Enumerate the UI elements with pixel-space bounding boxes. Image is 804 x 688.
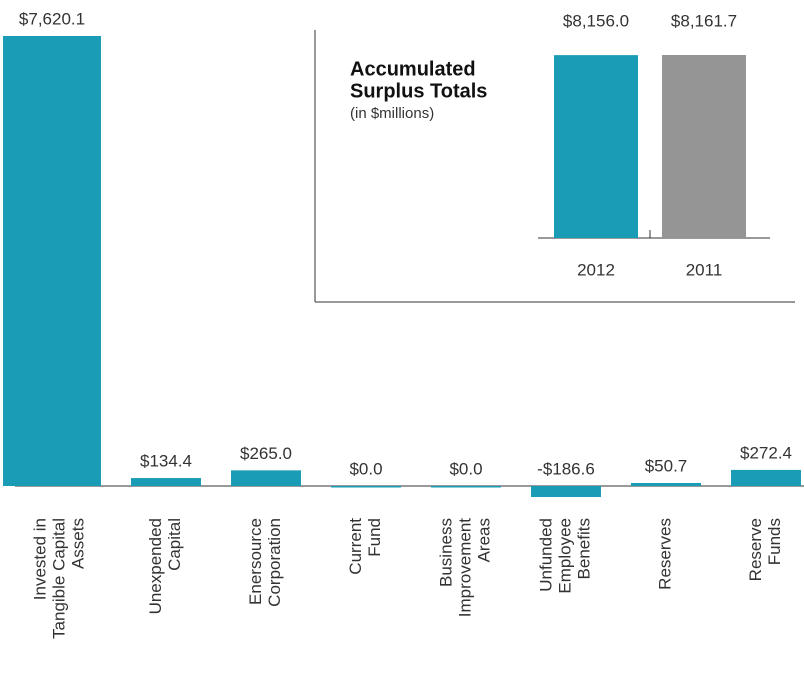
x-tick-label: Business [436,518,455,587]
x-tick-label: Benefits [574,518,593,579]
x-tick-label: Unexpended [146,518,165,614]
inset-title: Accumulated [350,58,476,80]
x-tick-label: Unfunded [536,518,555,592]
value-label: $272.4 [740,443,792,462]
bar [3,36,101,486]
bar [554,55,638,238]
bar [131,478,201,486]
value-label: $134.4 [140,452,192,471]
value-label: $265.0 [240,444,292,463]
x-tick-label: Areas [474,518,493,562]
x-tick-label: Employee [555,518,574,594]
x-tick-label: Invested in [30,518,49,600]
value-label: $8,156.0 [563,11,629,30]
bar [431,486,501,488]
bar [231,470,301,486]
x-tick-label: 2011 [686,260,723,279]
inset-title: Surplus Totals [350,80,487,102]
x-tick-label: 2012 [577,260,615,279]
bar [331,486,401,488]
bar [631,483,701,486]
value-label: $8,161.7 [671,11,737,30]
bar [662,55,746,238]
x-tick-label: Tangible Capital [49,518,68,639]
x-tick-label: Improvement [455,518,474,617]
value-label: $7,620.1 [19,9,85,28]
value-label: $50.7 [645,456,688,475]
x-tick-label: Enersource [246,518,265,605]
x-tick-label: Reserves [655,518,674,590]
x-tick-label: Assets [68,518,87,569]
value-label: -$186.6 [537,459,595,478]
value-label: $0.0 [349,459,382,478]
x-tick-label: Funds [765,518,784,565]
x-tick-label: Capital [165,518,184,571]
x-tick-label: Reserve [746,518,765,581]
inset-subtitle: (in $millions) [350,105,434,122]
x-tick-label: Fund [365,518,384,557]
value-label: $0.0 [449,459,482,478]
bar [731,469,801,486]
x-tick-label: Current [346,518,365,575]
bar [531,486,601,498]
x-tick-label: Corporation [265,518,284,607]
